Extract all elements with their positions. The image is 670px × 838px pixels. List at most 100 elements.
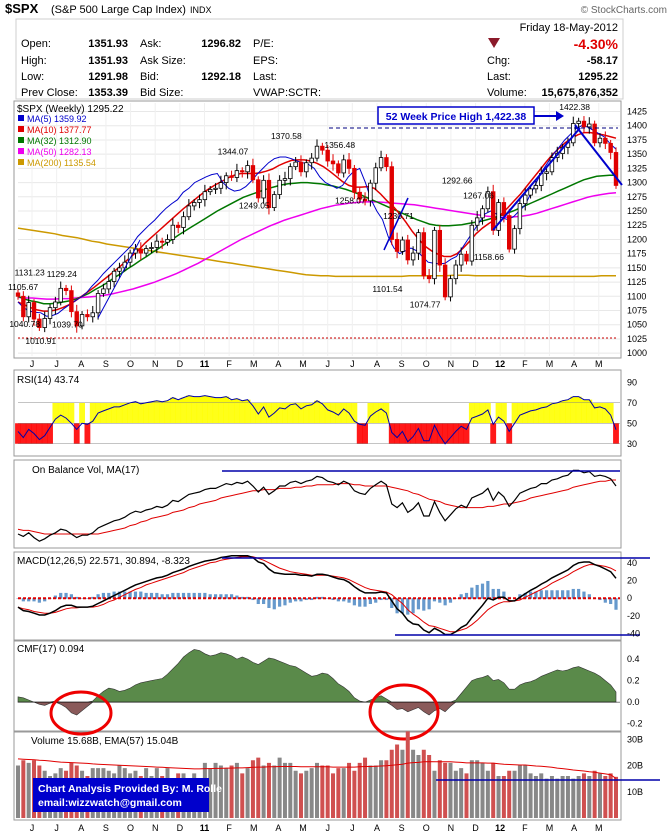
volume-bar [469,760,474,818]
legend-entry: MA(10) 1377.77 [27,125,92,135]
volume-bar [496,776,501,818]
macd-histogram-bar [43,598,47,602]
legend-swatch [18,159,24,165]
y-tick-label: 1050 [627,320,647,330]
rsi-strength-fill [282,402,288,424]
x-tick-label: F [522,359,528,369]
candle [496,202,501,231]
rsi-overbought-fill [217,397,224,403]
x-tick-label: J [30,359,35,369]
rsi-strength-fill [474,402,481,424]
candle [325,149,330,162]
price-annotation: 1039.70 [52,319,83,329]
candle [341,159,346,174]
macd-histogram-bar [534,591,538,599]
x-tick-label: N [448,823,455,833]
rsi-strength-fill [591,402,598,424]
volume-y-tick: 20B [627,761,643,771]
macd-histogram-bar [326,598,330,599]
y-tick-label: 1175 [627,249,646,259]
macd-histogram-bar [59,592,63,599]
volume-bar [448,762,453,818]
rsi-strength-fill [303,402,310,424]
price-annotation: 1422.38 [559,102,590,112]
rsi-weakness-fill [613,423,619,444]
rsi-strength-fill [89,402,96,424]
candle [405,239,410,261]
candle [378,157,384,169]
macd-y-tick: -20 [627,611,640,621]
volume-bar [565,776,570,818]
x-axis-ticks: J J J J A A S S O O N N D D 11 11 F F M M A A M M J J J J A A S S O O N N D D… [30,359,603,833]
rsi-strength-fill [180,402,187,424]
rsi-weakness-fill [362,423,368,444]
rsi-overbought-fill [201,395,208,403]
high-label: High: [21,55,47,67]
volume-bar [491,762,496,818]
candle [426,275,432,280]
rsi-strength-fill [287,402,294,424]
rsi-strength-fill [554,402,561,424]
bid-label: Bid: [140,71,159,83]
candle [15,292,21,297]
volume-bar [325,765,330,818]
volume-bar [250,760,255,818]
candle [234,170,240,178]
candle [58,287,63,303]
rsi-overbought-fill [228,399,235,403]
legend-entry: MA(32) 1312.90 [27,136,92,146]
rsi-overbought-fill [581,399,587,403]
candle [63,287,69,292]
candle [432,229,437,280]
legend-swatch [18,148,24,154]
candle [400,239,405,252]
macd-histogram-bar [75,596,79,599]
macd-histogram-bar [320,596,324,599]
rsi-weakness-fill [442,423,449,444]
volume-bar [245,768,250,818]
rsi-overbought-fill [223,396,230,403]
y-tick-label: 1425 [627,107,647,117]
rsi-strength-fill [57,402,64,424]
price-annotation: 1249.05 [239,201,270,211]
x-tick-label: 11 [200,359,210,369]
symbol-name: (S&P 500 Large Cap Index) [51,4,186,16]
candle [106,281,111,290]
volume-bar [277,757,282,818]
trend-line [97,239,141,319]
volume-bar [501,776,506,818]
rsi-strength-fill [79,402,85,424]
candle [453,264,459,280]
obv-ma-line [17,479,616,535]
candle [485,191,491,210]
x-tick-label: M [546,359,554,369]
macd-histogram-bar [400,598,405,614]
macd-histogram-bar [176,592,180,599]
macd-histogram-bar [614,598,618,610]
rsi-weakness-fill [47,423,53,444]
candle [480,208,485,219]
rsi-overbought-fill [233,398,240,403]
macd-histogram-bar [80,598,84,599]
price-candles [15,116,619,333]
candle [346,159,352,169]
candle [37,318,42,328]
x-tick-label: F [226,359,232,369]
volume-bar [581,773,586,818]
macd-histogram-bar [582,591,586,599]
rsi-strength-fill [121,402,128,424]
candle [394,239,400,252]
x-tick-label: M [595,359,603,369]
low-label: Low: [21,71,44,83]
macd-histogram-bar [384,598,389,601]
macd-histogram-bar [203,592,207,599]
price-annotation: 1356.48 [324,140,355,150]
rsi-overbought-fill [132,401,139,403]
candle [314,145,320,159]
volume-bar [331,773,336,818]
rsi-overbought-fill [185,395,192,403]
candle [47,307,53,319]
price-annotation: 1131.23 [15,268,45,278]
rsi-strength-fill [196,402,203,424]
rsi-strength-fill [340,402,347,424]
